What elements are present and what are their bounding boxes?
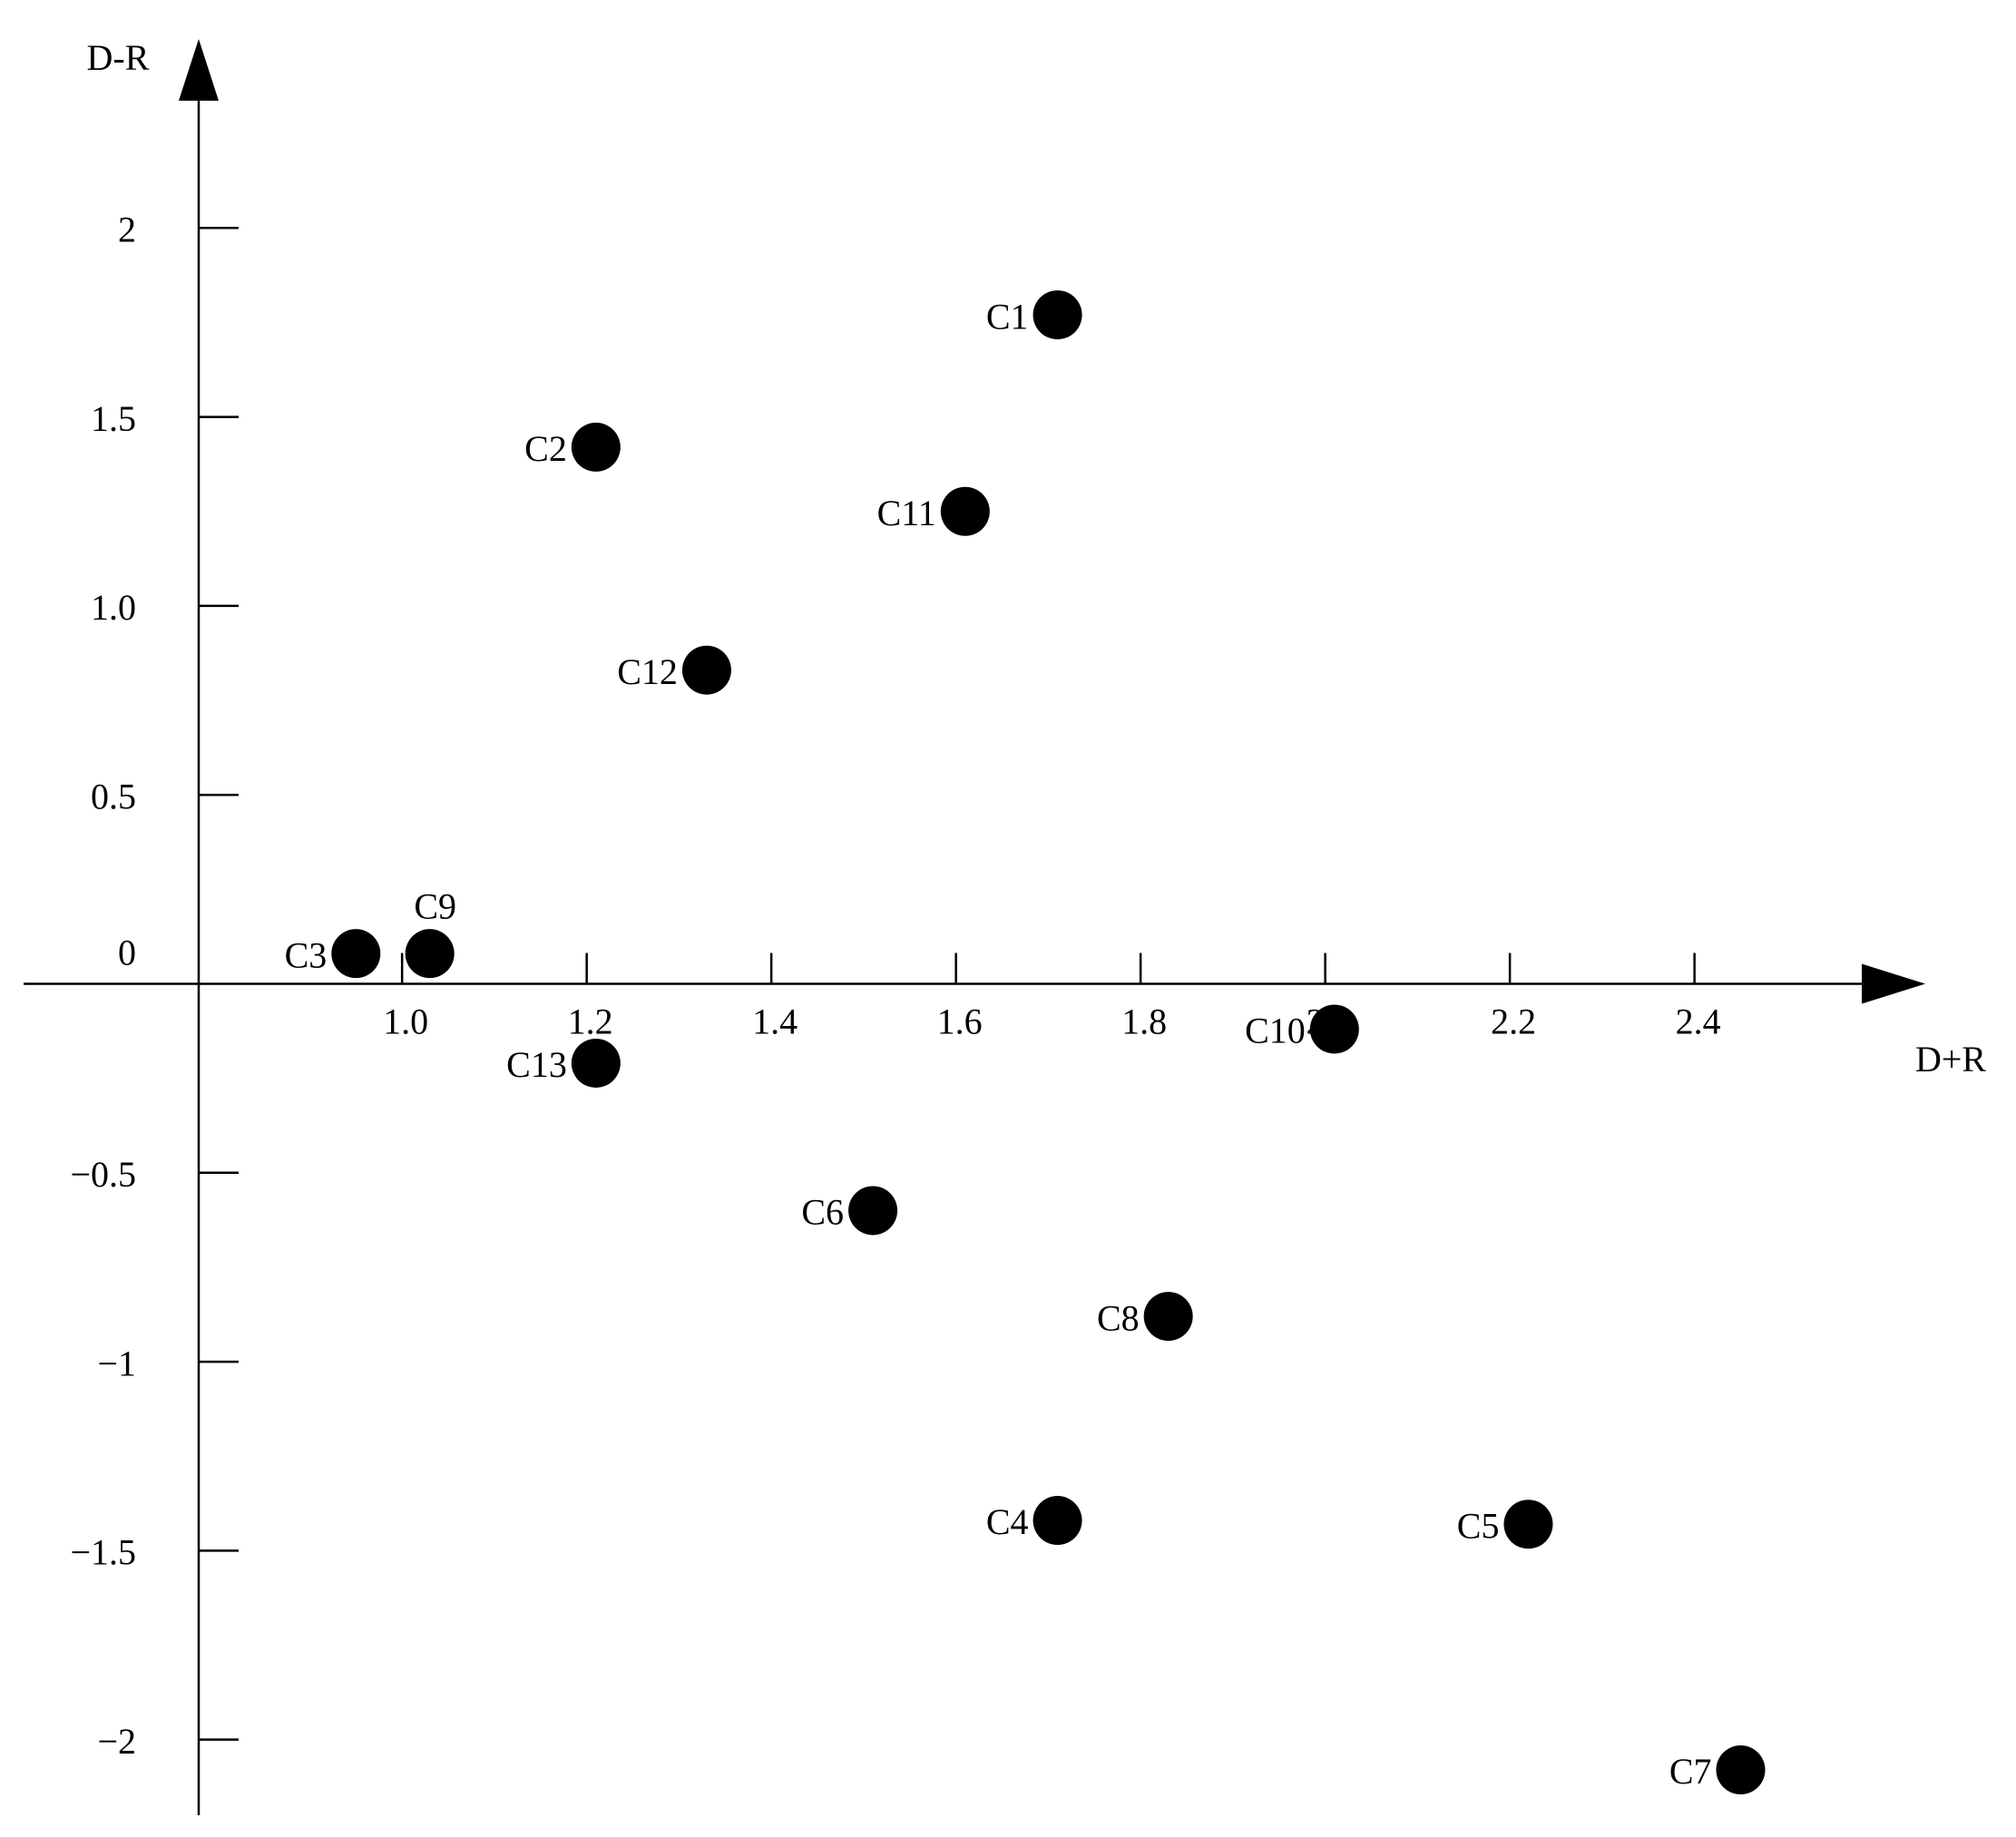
point-label: C3 bbox=[285, 934, 328, 975]
x-tick-label: 2.4 bbox=[1676, 1002, 1721, 1042]
y-tick-label: −0.5 bbox=[70, 1154, 136, 1195]
point bbox=[940, 486, 990, 536]
point bbox=[331, 929, 381, 979]
y-axis-label: D-R bbox=[87, 37, 150, 78]
point-label: C8 bbox=[1097, 1297, 1140, 1338]
x-tick-label: 1.0 bbox=[383, 1002, 428, 1042]
x-tick-label: 1.6 bbox=[937, 1002, 983, 1042]
y-tick-label: −1 bbox=[97, 1343, 136, 1383]
x-tick-label: 1.4 bbox=[752, 1002, 798, 1042]
point bbox=[571, 1038, 621, 1088]
y-tick-label: 1.0 bbox=[91, 587, 136, 628]
y-tick-label: 2 bbox=[118, 209, 136, 249]
point bbox=[405, 929, 455, 979]
point bbox=[1143, 1292, 1193, 1342]
x-axis-arrow bbox=[1862, 963, 1925, 1004]
point bbox=[1503, 1500, 1553, 1549]
y-axis-arrow bbox=[179, 39, 219, 101]
y-tick-label: −1.5 bbox=[70, 1532, 136, 1573]
point-label: C11 bbox=[877, 493, 936, 533]
x-tick-label: 1.2 bbox=[568, 1002, 613, 1042]
y-tick-label: −2 bbox=[97, 1721, 136, 1762]
point-label: C9 bbox=[414, 885, 456, 926]
point-label: C4 bbox=[986, 1501, 1029, 1542]
point-label: C10 bbox=[1245, 1011, 1306, 1051]
y-tick-label: 1.5 bbox=[91, 398, 136, 439]
point bbox=[1716, 1745, 1766, 1795]
point bbox=[848, 1186, 898, 1236]
point bbox=[1309, 1004, 1359, 1054]
point-label: C2 bbox=[524, 428, 567, 469]
point bbox=[571, 422, 621, 472]
point-label: C12 bbox=[617, 651, 678, 692]
point bbox=[681, 645, 731, 695]
x-axis-label: D+R bbox=[1915, 1039, 1986, 1080]
x-tick-label: 1.8 bbox=[1121, 1002, 1167, 1042]
point-label: C5 bbox=[1457, 1505, 1500, 1546]
y-tick-label: 0 bbox=[118, 933, 136, 973]
point-label: C1 bbox=[986, 296, 1029, 337]
point-label: C13 bbox=[506, 1044, 567, 1085]
x-tick-label: 2.2 bbox=[1491, 1002, 1536, 1042]
point bbox=[1032, 1496, 1082, 1546]
y-tick-label: 0.5 bbox=[91, 776, 136, 816]
point bbox=[1032, 290, 1082, 340]
point-label: C7 bbox=[1669, 1751, 1712, 1792]
point-label: C6 bbox=[801, 1192, 844, 1233]
